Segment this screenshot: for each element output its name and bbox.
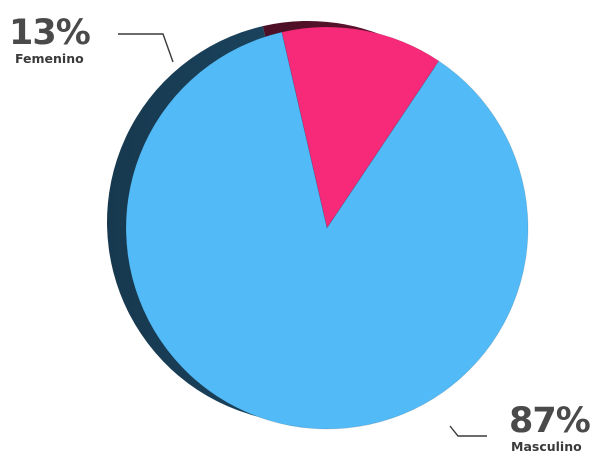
data-label-masculino-name: Masculino	[511, 439, 582, 454]
leader-line-femenino	[118, 33, 174, 63]
pie-slice-masculino	[125, 31, 529, 430]
data-label-femenino-name: Femenino	[15, 51, 84, 66]
data-label-masculino-percent: 87%	[509, 401, 591, 441]
leader-line-masculino	[449, 425, 487, 437]
data-label-femenino-percent: 13%	[9, 13, 91, 53]
pie-slice-femenino	[281, 26, 440, 229]
